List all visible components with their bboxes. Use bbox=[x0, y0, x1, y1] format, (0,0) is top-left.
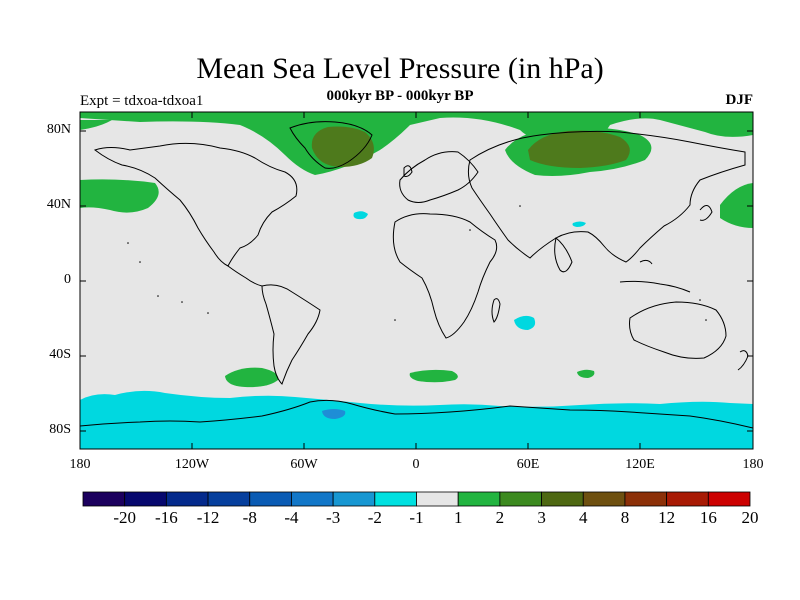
colorbar-tick-label: 2 bbox=[495, 508, 505, 527]
colorbar-swatch bbox=[291, 491, 334, 507]
colorbar-tick-label: 16 bbox=[699, 508, 717, 527]
colorbar-tick-label: -16 bbox=[155, 508, 178, 527]
colorbar-swatch bbox=[249, 491, 292, 507]
strong-positive-anomaly-regions bbox=[311, 126, 630, 168]
colorbar-tick-label: -2 bbox=[367, 508, 382, 527]
lat-label: 80S bbox=[49, 422, 71, 437]
colorbar-swatch bbox=[499, 491, 542, 507]
lat-label: 0 bbox=[64, 272, 71, 287]
lon-ticks bbox=[191, 112, 641, 449]
colorbar-tick-label: 8 bbox=[620, 508, 630, 527]
negative-anomaly-regions bbox=[80, 211, 753, 449]
strong-negative-anomaly-regions bbox=[322, 409, 346, 419]
colorbar-tick-label: 4 bbox=[579, 508, 588, 527]
colorbar-swatch bbox=[541, 491, 584, 507]
colorbar-swatch bbox=[457, 491, 501, 507]
colorbar-tick-label: -8 bbox=[242, 508, 257, 527]
colorbar bbox=[82, 491, 751, 507]
season-label: DJF bbox=[725, 92, 754, 108]
lon-label: 120E bbox=[625, 457, 655, 472]
map-title: Mean Sea Level Pressure (in hPa) bbox=[196, 52, 604, 85]
colorbar-swatch bbox=[165, 491, 209, 507]
lon-label: 120W bbox=[174, 457, 210, 472]
colorbar-tick-label: 12 bbox=[658, 508, 676, 527]
colorbar-tick-label: 20 bbox=[741, 508, 759, 527]
colorbar-swatch bbox=[582, 491, 626, 507]
lon-label: 60W bbox=[290, 457, 318, 472]
colorbar-swatch bbox=[707, 491, 751, 507]
colorbar-swatch bbox=[416, 491, 459, 507]
lat-label: 80N bbox=[46, 122, 71, 137]
colorbar-tick-label: -1 bbox=[409, 508, 424, 527]
colorbar-swatch bbox=[624, 491, 668, 507]
lon-label: 0 bbox=[412, 457, 420, 472]
colorbar-swatch bbox=[332, 491, 376, 507]
colorbar-swatch bbox=[374, 491, 417, 507]
colorbar-tick-label: 1 bbox=[453, 508, 463, 527]
colorbar-swatch bbox=[82, 491, 126, 507]
lat-ticks bbox=[80, 130, 753, 432]
lon-label: 180 bbox=[69, 457, 91, 472]
colorbar-tick-label: -12 bbox=[196, 508, 220, 527]
colorbar-tick-label: -4 bbox=[284, 508, 299, 527]
experiment-label: Expt = tdxoa-tdxoa1 bbox=[80, 93, 204, 109]
coastlines bbox=[80, 121, 753, 429]
lon-label: 60E bbox=[516, 457, 540, 472]
lat-label: 40S bbox=[49, 347, 71, 362]
colorbar-swatch bbox=[207, 491, 251, 507]
colorbar-tick-label: -20 bbox=[113, 508, 137, 527]
map-background bbox=[80, 112, 753, 449]
colorbar-tick-label: -3 bbox=[326, 508, 341, 527]
colorbar-swatch bbox=[124, 491, 167, 507]
colorbar-swatch bbox=[666, 491, 709, 507]
small-islands bbox=[127, 205, 707, 321]
lon-label: 180 bbox=[742, 457, 764, 472]
colorbar-tick-label: 3 bbox=[537, 508, 546, 527]
lat-label: 40N bbox=[46, 197, 71, 212]
map-subtitle: 000kyr BP - 000kyr BP bbox=[326, 88, 474, 104]
